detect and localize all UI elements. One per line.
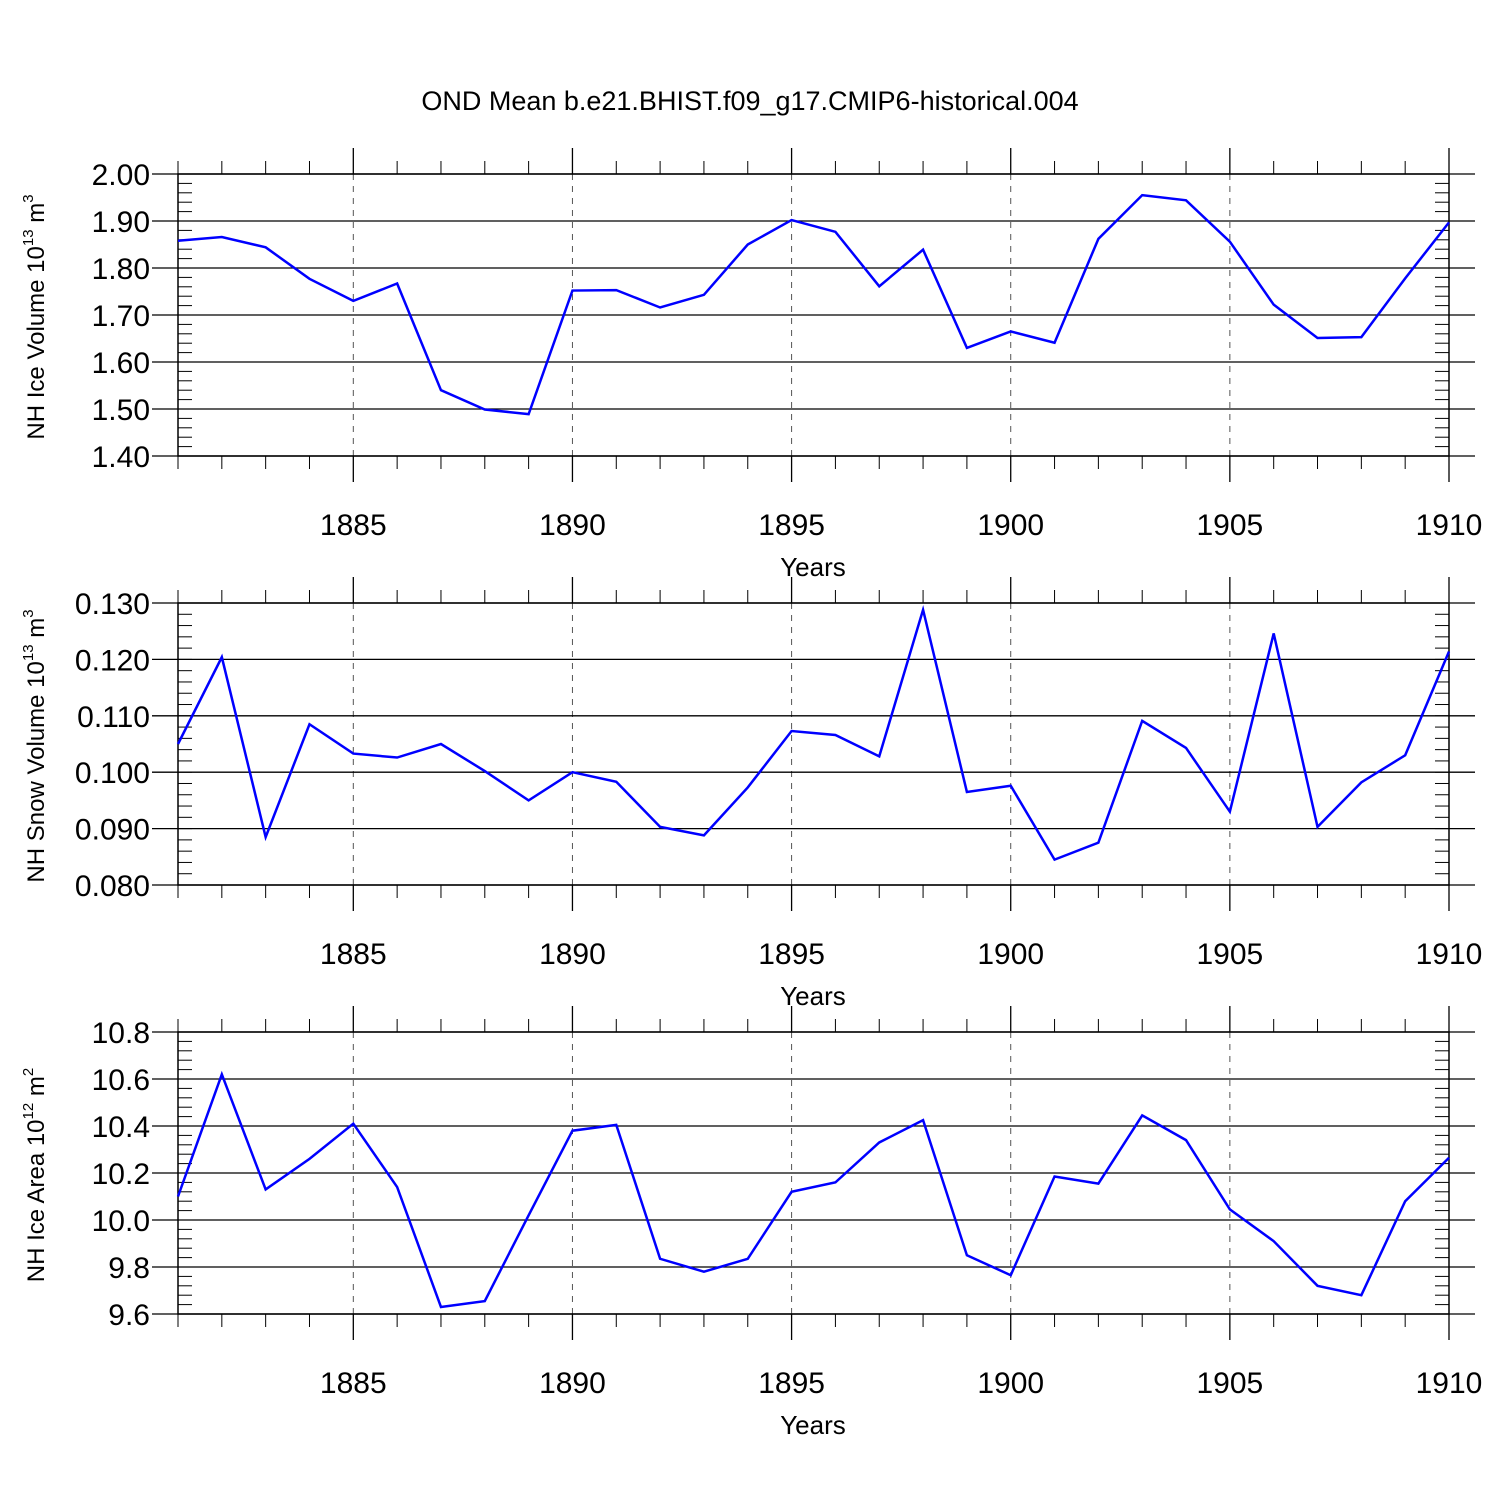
x-tick-label: 1885 [320,509,387,542]
y-tick-label: 1.50 [92,394,150,427]
y-tick-label: 10.0 [92,1205,150,1238]
y-label-unit-exponent: 3 [20,609,37,617]
x-tick-label: 1910 [1416,509,1483,542]
y-label-unit-exponent: 2 [20,1068,37,1076]
y-axis-label: NH Ice Area 1012 m2 [20,1068,50,1282]
x-tick-label: 1910 [1416,1367,1483,1400]
x-axis-label: Years [780,552,846,582]
y-tick-label: 0.120 [75,644,150,677]
series-line [177,193,1450,416]
y-label-main: NH Snow Volume 10 [23,661,50,882]
y-label-main: NH Ice Area 10 [23,1119,50,1282]
x-tick-label: 1895 [758,1367,825,1400]
y-label-unit: m [23,618,50,645]
x-tick-label: 1885 [320,1367,387,1400]
y-label-unit: m [23,1076,50,1103]
x-tick-label: 1895 [758,509,825,542]
chart-panel-2: 0.080 0.090 0.100 0.110 0.120 0.130 1885 1890 18… [20,577,1482,1011]
y-tick-label: 0.090 [75,814,150,847]
y-label-main: NH Ice Volume 10 [23,246,50,439]
y-tick-label: 1.90 [92,206,150,239]
plot-frame [177,1031,1450,1315]
y-axis-label: NH Ice Volume 1013 m3 [20,194,50,439]
y-label-exponent: 13 [20,229,37,246]
y-label-exponent: 12 [20,1103,37,1120]
x-tick-label: 1890 [539,1367,606,1400]
x-tick-label: 1900 [977,509,1044,542]
plot-frame [177,173,1450,457]
chart-panel-3: 9.6 9.8 10.0 10.2 10.4 10.6 10.8 1885 1890 1895 19… [20,1006,1482,1440]
chart-title: OND Mean b.e21.BHIST.f09_g17.CMIP6-histo… [421,86,1078,116]
y-label-exponent: 13 [20,644,37,661]
y-tick-label: 10.2 [92,1158,150,1191]
x-tick-label: 1905 [1196,509,1263,542]
y-tick-label: 10.6 [92,1064,150,1097]
x-tick-label: 1900 [977,938,1044,971]
plot-frame [177,602,1450,886]
y-tick-label: 1.80 [92,253,150,286]
panels: 1.40 1.50 1.60 1.70 1.80 1.90 2.00 1885 1890 1895… [20,148,1482,1440]
series-line [176,604,1451,862]
x-axis-label: Years [780,1410,846,1440]
y-tick-label: 2.00 [92,159,150,192]
y-tick-label: 0.130 [75,588,150,621]
x-tick-label: 1905 [1196,938,1263,971]
x-tick-label: 1900 [977,1367,1044,1400]
y-label-unit: m [23,203,50,230]
x-tick-label: 1905 [1196,1367,1263,1400]
y-axis-label: NH Snow Volume 1013 m3 [20,609,50,882]
y-tick-label: 0.100 [75,757,150,790]
x-tick-label: 1910 [1416,938,1483,971]
x-tick-label: 1895 [758,938,825,971]
x-tick-label: 1890 [539,509,606,542]
y-tick-label: 9.6 [108,1299,150,1332]
chart-panel-1: 1.40 1.50 1.60 1.70 1.80 1.90 2.00 1885 1890 1895… [20,148,1482,582]
x-axis-label: Years [780,981,846,1011]
x-tick-label: 1890 [539,938,606,971]
y-tick-label: 0.080 [75,870,150,903]
series-line [176,1070,1450,1309]
y-tick-label: 10.8 [92,1017,150,1050]
y-tick-label: 10.4 [92,1111,150,1144]
y-label-unit-exponent: 3 [20,194,37,202]
x-tick-label: 1885 [320,938,387,971]
y-tick-label: 0.110 [77,701,150,734]
y-tick-label: 1.60 [92,347,150,380]
y-tick-label: 9.8 [108,1252,150,1285]
y-tick-label: 1.70 [92,300,150,333]
y-tick-label: 1.40 [92,441,150,474]
